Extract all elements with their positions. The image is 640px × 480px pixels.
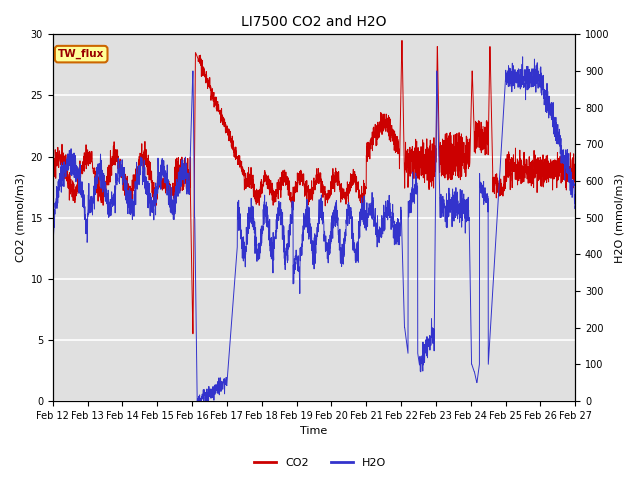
Legend: CO2, H2O: CO2, H2O xyxy=(250,453,390,472)
Text: TW_flux: TW_flux xyxy=(58,49,104,59)
Y-axis label: CO2 (mmol/m3): CO2 (mmol/m3) xyxy=(15,173,25,262)
Y-axis label: H2O (mmol/m3): H2O (mmol/m3) xyxy=(615,173,625,263)
Title: LI7500 CO2 and H2O: LI7500 CO2 and H2O xyxy=(241,15,387,29)
X-axis label: Time: Time xyxy=(300,426,328,436)
